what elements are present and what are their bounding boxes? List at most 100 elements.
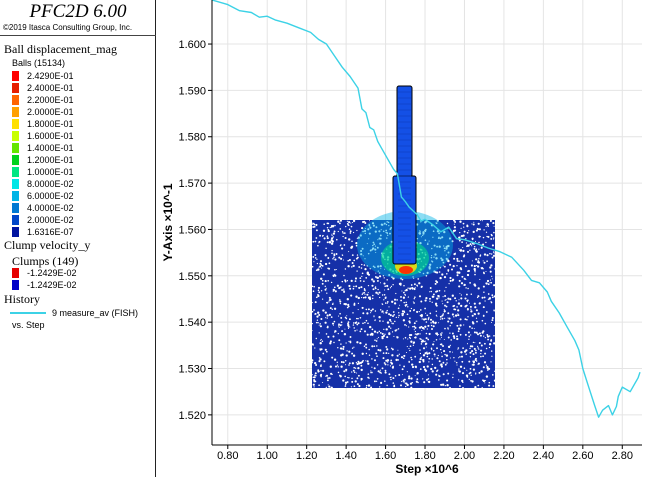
particle-dot <box>493 342 496 345</box>
particle-dot <box>431 247 433 250</box>
particle-dot <box>323 223 325 225</box>
particle-dot <box>338 256 341 259</box>
particle-dot <box>402 296 406 299</box>
history-chart[interactable]: 0.80 1.00 1.20 1.40 1.60 1.80 2.00 2.20 2.40 2.60… <box>157 0 648 477</box>
particle-dot <box>344 236 347 240</box>
particle-dot <box>440 343 443 346</box>
particle-dot <box>434 253 437 256</box>
particle-dot <box>386 321 390 324</box>
particle-dot <box>404 324 406 326</box>
particle-dot <box>447 336 450 339</box>
particle-dot <box>431 358 433 360</box>
particle-dot <box>388 373 391 376</box>
particle-dot <box>407 287 409 289</box>
particle-dot <box>364 321 366 324</box>
particle-dot <box>361 227 364 230</box>
particle-dot <box>341 280 344 283</box>
particle-dot <box>403 380 405 383</box>
particle-dot <box>442 313 445 315</box>
particle-dot <box>385 229 388 232</box>
particle-dot <box>449 344 451 346</box>
particle-dot <box>321 279 324 282</box>
particle-dot <box>345 368 348 371</box>
particle-dot <box>477 287 480 290</box>
particle-dot <box>371 328 374 331</box>
particle-dot <box>311 310 314 313</box>
particle-dot <box>472 230 475 234</box>
particle-dot <box>338 323 340 326</box>
particle-dot <box>344 328 346 330</box>
particle-dot <box>380 372 382 374</box>
plot-area[interactable]: 0.80 1.00 1.20 1.40 1.60 1.80 2.00 2.20 2.40 2.60… <box>157 0 648 477</box>
particle-dot <box>405 351 408 354</box>
particle-dot <box>441 273 444 276</box>
particle-dot <box>426 355 429 358</box>
particle-dot <box>458 285 461 288</box>
particle-dot <box>362 322 364 325</box>
particle-dot <box>488 381 491 384</box>
particle-dot <box>345 384 347 386</box>
particle-dot <box>436 266 438 269</box>
particle-dot <box>376 364 379 366</box>
particle-dot <box>375 251 377 254</box>
particle-dot <box>491 244 494 247</box>
particle-dot <box>400 356 404 359</box>
particle-dot <box>426 271 429 275</box>
particle-dot <box>392 322 394 325</box>
particle-dot <box>354 277 358 280</box>
particle-dot <box>320 317 323 321</box>
particle-dot <box>465 353 467 355</box>
particle-dot <box>409 317 411 320</box>
particle-dot <box>489 279 491 281</box>
particle-dot <box>365 277 368 279</box>
particle-dot <box>324 254 327 257</box>
particle-dot <box>319 365 322 367</box>
particle-dot <box>327 279 330 282</box>
particle-dot <box>432 230 435 233</box>
particle-dot <box>480 352 482 355</box>
particle-dot <box>317 244 319 247</box>
particle-dot <box>314 301 317 304</box>
particle-dot <box>385 311 388 314</box>
particle-dot <box>355 295 358 298</box>
particle-dot <box>417 278 419 280</box>
particle-dot <box>316 258 318 260</box>
particle-dot <box>412 344 415 346</box>
particle-dot <box>372 241 375 244</box>
particle-dot <box>462 347 464 349</box>
particle-dot <box>436 334 439 336</box>
particle-dot <box>485 379 487 381</box>
particle-dot <box>348 228 351 231</box>
particle-dot <box>453 316 455 318</box>
particle-dot <box>326 314 329 317</box>
particle-dot <box>325 333 328 335</box>
particle-dot <box>398 312 400 314</box>
particle-dot <box>413 308 415 311</box>
particle-dot <box>456 337 459 341</box>
particle-dot <box>388 332 391 336</box>
particle-dot <box>408 348 410 350</box>
particle-dot <box>352 369 355 372</box>
particle-dot <box>477 261 479 263</box>
particle-dot <box>440 365 443 368</box>
particle-dot <box>435 373 438 376</box>
particle-dot <box>460 227 462 229</box>
particle-dot <box>375 352 378 355</box>
history-line-swatch <box>10 312 46 314</box>
particle-dot <box>390 361 392 364</box>
particle-dot <box>333 286 336 289</box>
particle-dot <box>491 322 492 323</box>
particle-dot <box>348 221 351 224</box>
particle-dot <box>483 361 487 364</box>
particle-dot <box>361 272 364 275</box>
particle-dot <box>399 364 401 366</box>
particle-dot <box>474 271 476 273</box>
particle-dot <box>365 308 368 311</box>
particle-dot <box>370 370 372 372</box>
particle-dot <box>471 380 474 383</box>
legend-entry-label: 8.0000E-02 <box>27 179 74 189</box>
particle-dot <box>379 320 381 322</box>
color-swatch <box>12 107 19 117</box>
particle-dot <box>427 317 430 320</box>
particle-dot <box>367 362 370 365</box>
